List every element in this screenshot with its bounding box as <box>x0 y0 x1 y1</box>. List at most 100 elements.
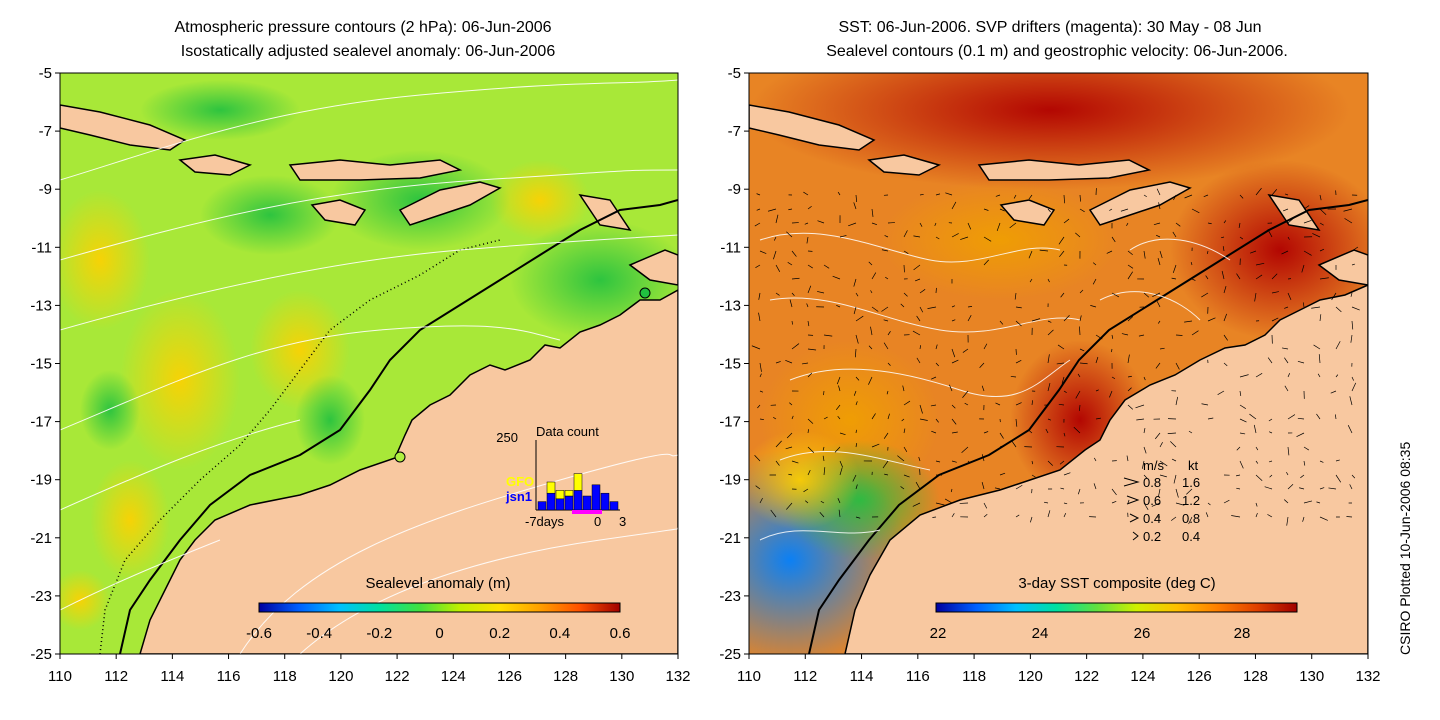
velocity-arrow <box>1302 302 1305 308</box>
land-australia <box>139 289 678 654</box>
y-tick-label: -19 <box>30 472 52 489</box>
x-tick-label: 112 <box>104 668 128 685</box>
velocity-arrow <box>1255 460 1259 464</box>
velocity-arrow <box>757 404 761 409</box>
left-title-line1: Atmospheric pressure contours (2 hPa): 0… <box>174 19 551 36</box>
y-tick-label: -15 <box>30 356 52 373</box>
left-map <box>60 73 678 654</box>
velocity-arrow <box>1143 446 1147 454</box>
velocity-arrow <box>1159 347 1165 350</box>
velocity-arrow <box>1175 396 1178 406</box>
velocity-arrow <box>1095 334 1103 340</box>
velocity-arrow <box>1207 417 1214 420</box>
velocity-arrow <box>767 208 777 212</box>
velocity-arrow <box>1255 187 1262 196</box>
velocity-arrow <box>1235 474 1241 477</box>
velocity-arrow <box>854 348 857 358</box>
tide-gauge-marker <box>639 287 651 299</box>
velocity-arrow <box>1141 460 1145 469</box>
velocity-arrow <box>1286 516 1289 526</box>
velocity-arrow <box>1109 208 1113 211</box>
velocity-arrow <box>931 430 937 434</box>
velocity-arrow <box>913 264 921 271</box>
sealevel-contours <box>759 232 1231 541</box>
velocity-arrow <box>1047 418 1052 421</box>
land-sumba <box>310 199 367 226</box>
velocity-arrow <box>788 473 793 476</box>
velocity-arrow <box>1170 441 1177 448</box>
velocity-arrow <box>903 446 908 453</box>
velocity-arrow <box>839 467 843 476</box>
velocity-arrow <box>1029 430 1033 434</box>
velocity-arrow <box>1269 474 1273 478</box>
velocity-arrow <box>1351 246 1359 252</box>
velocity-arrow <box>759 373 762 378</box>
velocity-arrow <box>803 488 809 493</box>
velocity-arrow <box>1335 474 1342 483</box>
y-tick-label: -11 <box>720 239 741 256</box>
velocity-arrow <box>1284 499 1289 504</box>
velocity-arrow <box>1268 460 1273 463</box>
velocity-arrow <box>804 222 809 225</box>
velocity-arrow <box>1319 460 1324 463</box>
velocity-arrow <box>1297 417 1305 420</box>
velocity-arrow <box>1319 194 1322 201</box>
velocity-arrow <box>1127 316 1134 322</box>
velocity-arrow <box>901 418 905 422</box>
velocity-arrow <box>964 402 969 406</box>
colorbar-tick-label: 28 <box>1234 625 1251 642</box>
velocity-arrow <box>1188 516 1193 525</box>
velocity-arrow <box>1281 347 1289 350</box>
velocity-arrow <box>1013 194 1017 199</box>
velocity-arrow <box>1143 194 1147 198</box>
y-tick-label: -23 <box>30 588 52 605</box>
x-tick-label: 130 <box>609 668 634 685</box>
velocity-arrow <box>1236 446 1241 451</box>
velocity-arrow <box>1138 334 1145 337</box>
legend-arrow <box>1129 513 1140 523</box>
land-tanimbar <box>1317 249 1368 286</box>
velocity-arrow <box>1299 487 1305 490</box>
velocity-arrow <box>979 362 985 368</box>
velocity-arrow <box>983 502 988 509</box>
sst-blob <box>1170 160 1368 340</box>
velocity-arrow <box>1127 271 1133 280</box>
velocity-arrow <box>1111 500 1117 504</box>
velocity-arrow <box>919 418 928 421</box>
land-timor <box>398 181 502 226</box>
velocity-arrow <box>853 306 857 315</box>
velocity-arrow <box>1349 396 1353 406</box>
velocity-arrow <box>868 345 873 350</box>
velocity-arrow <box>1061 376 1065 384</box>
velocity-arrow <box>759 362 762 372</box>
velocity-arrow <box>855 315 864 322</box>
velocity-arrow <box>871 222 878 225</box>
velocity-arrow <box>1057 344 1065 350</box>
velocity-arrow <box>855 376 860 381</box>
velocity-arrow <box>1335 414 1337 420</box>
land-australia <box>844 284 1368 654</box>
y-tick-label: -21 <box>30 530 52 547</box>
x-tick-label: 124 <box>441 668 466 685</box>
velocity-arrow <box>1171 458 1177 462</box>
velocity-arrow <box>1095 356 1099 364</box>
velocity-arrow <box>916 315 921 322</box>
velocity-arrow <box>832 275 841 280</box>
sla-blob <box>60 570 110 630</box>
velocity-arrow <box>930 376 937 380</box>
inset-series-label-gfo: GFO <box>506 474 534 489</box>
land-java <box>60 104 187 151</box>
data-count-inset: Data count 250 GFO jsn1 -7days 0 3 <box>496 424 626 529</box>
legend-arrow <box>1126 495 1140 505</box>
sla-blob <box>90 460 170 580</box>
velocity-arrow <box>1152 292 1161 297</box>
velocity-arrow <box>838 385 841 392</box>
velocity-arrow <box>1269 431 1273 434</box>
velocity-arrow <box>1092 262 1097 266</box>
land-flores <box>977 159 1152 181</box>
velocity-arrow <box>773 250 777 260</box>
velocity-arrow <box>1303 500 1313 504</box>
velocity-arrow <box>918 456 921 462</box>
velocity-arrow <box>1011 440 1017 448</box>
